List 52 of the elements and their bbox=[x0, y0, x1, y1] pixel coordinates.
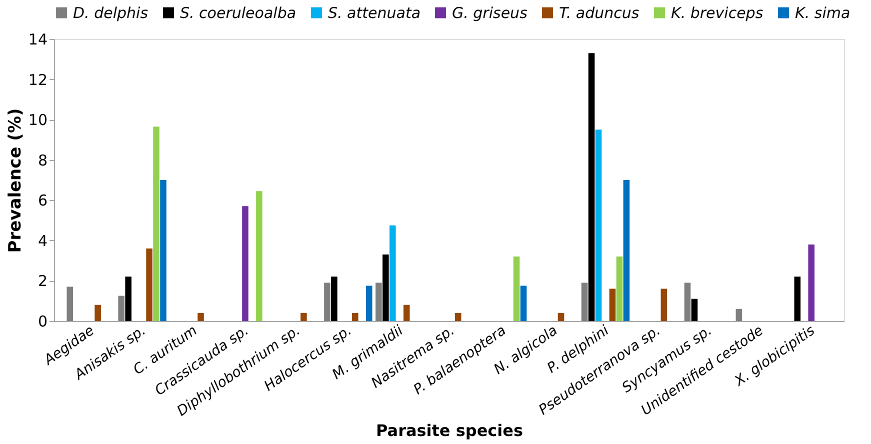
y-tick-label: 2 bbox=[38, 272, 48, 290]
bar bbox=[520, 286, 527, 321]
bar bbox=[324, 282, 330, 321]
bar bbox=[691, 298, 698, 321]
bar bbox=[382, 254, 389, 321]
legend-label: D. delphis bbox=[73, 4, 148, 22]
legend-label: T. aduncus bbox=[559, 4, 640, 22]
y-tick-label: 8 bbox=[38, 151, 48, 170]
bar bbox=[660, 288, 668, 321]
bar bbox=[581, 282, 588, 321]
bar bbox=[118, 296, 124, 321]
bar bbox=[66, 286, 74, 321]
bar bbox=[808, 244, 814, 321]
x-axis-title: Parasite species bbox=[376, 420, 524, 440]
legend-label: K. sima bbox=[795, 4, 850, 22]
bar bbox=[242, 206, 248, 321]
bar bbox=[684, 282, 691, 321]
y-tick-label: 0 bbox=[38, 312, 48, 330]
bar bbox=[588, 53, 595, 321]
y-tick-label: 14 bbox=[28, 30, 48, 48]
bar bbox=[153, 126, 160, 321]
bar bbox=[616, 256, 623, 321]
bar bbox=[623, 180, 630, 321]
bar bbox=[331, 276, 338, 321]
bar bbox=[794, 276, 801, 321]
bar bbox=[403, 304, 410, 321]
bar bbox=[256, 191, 262, 321]
bar bbox=[558, 312, 564, 321]
bar bbox=[300, 312, 307, 321]
y-tick-label: 4 bbox=[38, 232, 48, 250]
bar bbox=[198, 312, 204, 321]
bar bbox=[125, 276, 132, 321]
bar bbox=[454, 312, 462, 321]
legend-label: K. breviceps bbox=[671, 4, 764, 22]
bar bbox=[352, 312, 358, 321]
legend-label: S. attenuata bbox=[328, 4, 421, 22]
bar bbox=[595, 130, 602, 321]
legend-label: S. coeruleoalba bbox=[180, 4, 296, 22]
bar bbox=[376, 282, 382, 321]
bar bbox=[94, 304, 101, 321]
legend-label: G. griseus bbox=[452, 4, 528, 22]
bar bbox=[390, 225, 396, 321]
y-tick-label: 10 bbox=[28, 111, 48, 130]
bar bbox=[160, 180, 166, 321]
y-axis-title: Prevalence (%) bbox=[5, 108, 26, 253]
bar bbox=[609, 288, 616, 321]
bar bbox=[146, 248, 152, 321]
bar bbox=[513, 256, 520, 321]
bar bbox=[736, 308, 742, 321]
y-tick-label: 12 bbox=[28, 70, 48, 89]
y-tick-label: 6 bbox=[38, 192, 48, 210]
bar bbox=[366, 286, 372, 321]
